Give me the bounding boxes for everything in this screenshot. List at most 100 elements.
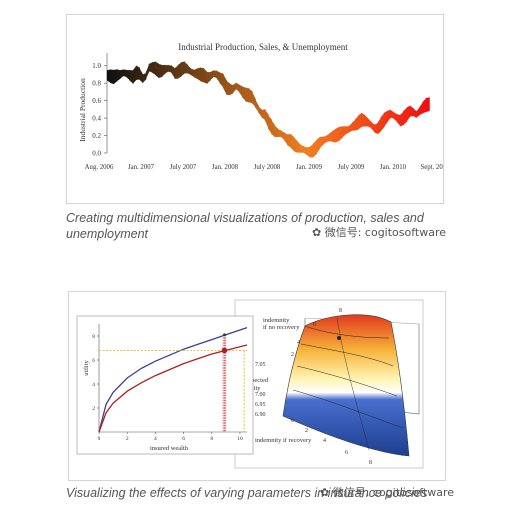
band-segment	[399, 110, 404, 127]
caption-production: Creating multidimensional visualizations…	[66, 211, 424, 241]
x-tick-label: July 2009	[338, 164, 365, 171]
surface-label: expected	[245, 377, 269, 384]
band-segment	[116, 69, 121, 82]
band-segment	[354, 115, 359, 131]
utility-x-tick-label: 10	[237, 436, 243, 442]
band-segment	[174, 64, 179, 79]
x-tick-label: Jan. 2008	[212, 164, 239, 171]
insurance-figure-frame: indemnity if no recovery expected utilit…	[68, 291, 446, 481]
surface-plot: indemnity if no recovery expected utilit…	[234, 299, 424, 469]
x-tick-label: Jan. 2007	[128, 164, 155, 171]
contour-line	[304, 325, 390, 339]
axis-tick: 0	[291, 418, 294, 424]
band-segment	[139, 67, 144, 84]
insurance-figure: indemnity if no recovery expected utilit…	[76, 299, 424, 469]
x-tick-label: Jan. 2010	[380, 164, 407, 171]
y-tick-label: 0.2	[92, 132, 101, 140]
y-tick-label: 0.0	[92, 150, 101, 158]
band-segment	[309, 143, 314, 158]
x-tick-label: July 2008	[254, 164, 281, 171]
band-segment	[312, 139, 318, 158]
x-tick-label: Aug. 2006	[85, 164, 114, 171]
band-segment	[338, 126, 343, 141]
band-segment	[345, 126, 350, 135]
band-segment	[129, 70, 134, 84]
band-segment	[322, 135, 327, 145]
y-tick-label: 0.4	[92, 115, 101, 123]
contour-line	[292, 389, 404, 429]
band-segment	[380, 112, 385, 132]
band-segment	[203, 68, 208, 84]
contour-line	[300, 343, 394, 367]
band-segment	[419, 101, 424, 116]
surface-label: indemnity	[263, 317, 290, 324]
utility-y-tick-label: 4	[92, 382, 95, 388]
production-chart: Industrial Production, Sales, & Unemploy…	[78, 42, 450, 171]
chart-title: Industrial Production, Sales, & Unemploy…	[178, 42, 348, 52]
band-segment	[425, 97, 430, 113]
axis-tick: 8	[369, 460, 372, 466]
band-segment	[335, 126, 340, 143]
band-segment	[415, 106, 421, 118]
band-segment	[316, 136, 321, 155]
band-segment	[113, 69, 118, 85]
utility-x-label: insured wealth	[150, 445, 189, 452]
band-segment	[161, 65, 166, 78]
x-tick-label: Jan. 2009	[296, 164, 323, 171]
band-segment	[177, 61, 182, 79]
band-segment	[332, 128, 337, 143]
utility-x-tick-label: 4	[154, 436, 157, 442]
watermark-text: 微信号: cogitosoftware	[332, 486, 455, 499]
production-chart-frame: Industrial Production, Sales, & Unemploy…	[66, 14, 450, 204]
utility-y-tick-label: 8	[92, 334, 95, 340]
axis-tick: 2	[305, 428, 308, 434]
y-tick-label: 0.8	[92, 80, 101, 88]
band-segment	[319, 136, 324, 149]
band-segment	[229, 83, 234, 96]
contour-line	[336, 317, 370, 451]
watermark-text: 微信号: cogitosoftware	[324, 226, 447, 239]
band-segment	[374, 122, 379, 135]
utility-x-tick-label: 8	[210, 436, 213, 442]
wechat-icon: ✿	[320, 486, 333, 499]
axis-tick: 4	[323, 438, 326, 444]
z-tick: 6.90	[255, 412, 266, 418]
band-segment	[377, 116, 382, 135]
band-segment	[351, 119, 356, 131]
band-segment	[341, 126, 347, 138]
x-tick-label: July 2007	[170, 164, 197, 171]
axis-tick: 8	[339, 308, 342, 314]
watermark: ✿ 微信号: cogitosoftware	[312, 224, 446, 240]
y-tick-label: 1.0	[92, 62, 101, 70]
z-tick: 7.05	[255, 362, 266, 368]
y-axis-label: Industrial Production	[78, 78, 87, 142]
x-tick-label: Sept. 2010	[420, 164, 443, 171]
band-segment	[225, 80, 231, 96]
utility-x-tick-label: 0	[98, 436, 101, 442]
utility-x-tick-label: 2	[126, 436, 129, 442]
band-segment	[412, 107, 417, 118]
utility-x-tick-label: 6	[182, 436, 185, 442]
wechat-icon: ✿	[312, 226, 325, 239]
band-segment	[396, 114, 401, 127]
utility-y-tick-label: 6	[92, 358, 95, 364]
axis-tick: 6	[345, 450, 348, 456]
utility-marker	[223, 333, 226, 337]
utility-y-tick-label: 2	[92, 406, 95, 412]
utility-curve	[98, 326, 248, 433]
z-tick: 6.95	[255, 402, 266, 408]
band-segment	[206, 72, 211, 85]
y-tick-label: 0.6	[92, 97, 101, 105]
band-segment	[403, 107, 408, 126]
z-tick: 7.00	[255, 392, 266, 398]
surface-label: indemnity if recovery	[255, 437, 312, 444]
band-segment	[142, 72, 147, 84]
contour-line	[296, 365, 398, 397]
axis-tick: 2	[291, 352, 294, 358]
utility-panel	[76, 315, 254, 455]
band-segment	[155, 61, 160, 79]
band-segment	[383, 110, 388, 128]
caption-insurance: Visualizing the effects of varying param…	[66, 486, 428, 500]
watermark: ✿ 微信号: cogitosoftware	[320, 484, 454, 500]
band-segment	[110, 69, 115, 85]
